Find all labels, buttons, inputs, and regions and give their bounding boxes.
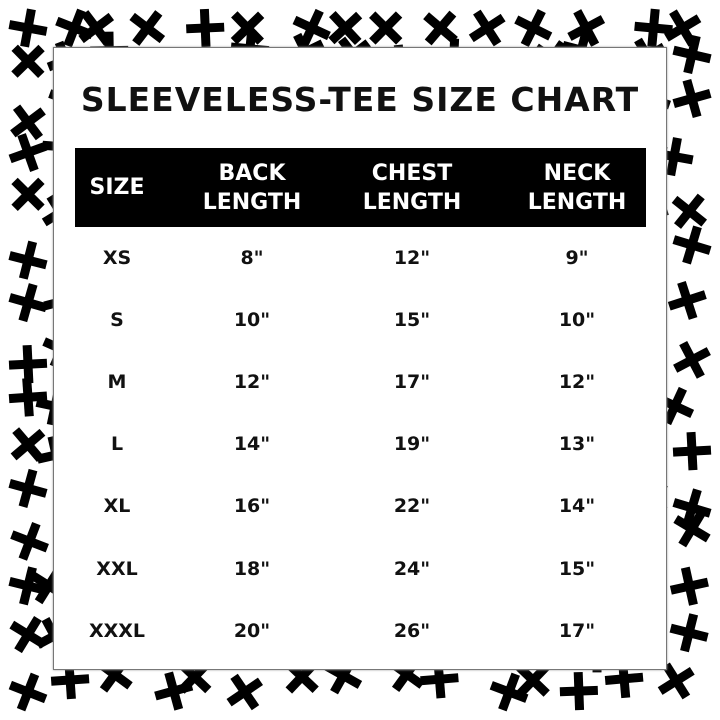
- cell-size: XXL: [96, 557, 138, 580]
- cross-icon: [672, 225, 712, 265]
- cross-icon: [78, 10, 115, 46]
- cell-size: XS: [102, 247, 132, 269]
- cell-size: M: [107, 371, 127, 394]
- cell-back-length: 8": [240, 247, 264, 269]
- cross-icon: [8, 468, 48, 508]
- cross-icon: [669, 566, 709, 606]
- cross-icon: [657, 662, 695, 700]
- header-label: NECK: [543, 160, 611, 186]
- cell-size: XL: [103, 495, 131, 518]
- cell-neck-length: 9": [565, 247, 589, 269]
- header-label: SIZE: [89, 175, 145, 200]
- cross-icon: [10, 104, 46, 141]
- cross-icon: [186, 8, 225, 48]
- header-label: CHEST: [371, 160, 453, 186]
- cross-icon: [292, 8, 331, 48]
- cross-icon: [669, 613, 709, 653]
- cell-neck-length: 17": [558, 619, 596, 642]
- cell-back-length: 20": [233, 619, 271, 642]
- cell-chest-length: 17": [393, 371, 431, 394]
- cross-icon: [8, 378, 48, 417]
- cross-icon: [50, 660, 90, 700]
- cell-size: S: [110, 309, 124, 332]
- cross-icon: [634, 8, 673, 48]
- cross-icon: [10, 427, 46, 462]
- cross-icon: [11, 44, 45, 79]
- cross-icon: [671, 193, 708, 229]
- header-label: LENGTH: [202, 189, 302, 215]
- header-label: LENGTH: [362, 189, 462, 215]
- header-label: LENGTH: [527, 189, 627, 215]
- cell-chest-length: 12": [393, 247, 431, 269]
- cell-size: XXXL: [88, 619, 146, 642]
- chart-title: SLEEVELESS-TEE SIZE CHART: [80, 80, 640, 119]
- cell-back-length: 18": [233, 557, 271, 580]
- header-label: BACK: [218, 160, 286, 186]
- cell-back-length: 16": [233, 495, 271, 518]
- cross-icon: [8, 133, 48, 172]
- cross-icon: [8, 672, 48, 712]
- cross-icon: [559, 671, 599, 711]
- cross-icon: [673, 340, 711, 379]
- header-neck-length: NECK LENGTH: [528, 148, 627, 227]
- cell-chest-length: 22": [393, 495, 431, 518]
- cross-icon: [10, 522, 49, 561]
- header-chest-length: CHEST LENGTH: [363, 148, 462, 227]
- cell-chest-length: 19": [393, 433, 431, 456]
- cross-icon: [489, 672, 529, 712]
- cell-neck-length: 15": [558, 557, 596, 580]
- cross-icon: [423, 10, 458, 46]
- cross-icon: [8, 8, 48, 48]
- cross-icon: [8, 283, 48, 323]
- cell-chest-length: 24": [393, 557, 431, 580]
- cross-icon: [673, 510, 711, 548]
- cross-icon: [8, 240, 48, 280]
- cross-icon: [516, 663, 550, 698]
- table-header: SIZE BACK LENGTH CHEST LENGTH NECK LENGTH: [75, 148, 646, 227]
- header-back-length: BACK LENGTH: [203, 148, 302, 227]
- cross-icon: [369, 11, 403, 45]
- cell-neck-length: 13": [558, 433, 596, 456]
- cross-icon: [328, 11, 363, 45]
- cell-back-length: 14": [233, 433, 271, 456]
- cell-back-length: 12": [233, 371, 271, 394]
- cross-icon: [667, 280, 707, 320]
- cross-icon: [11, 177, 45, 211]
- header-size: SIZE: [89, 148, 144, 227]
- cross-icon: [567, 9, 606, 47]
- cell-back-length: 10": [233, 309, 271, 332]
- cross-icon: [230, 11, 265, 45]
- cell-chest-length: 15": [393, 309, 431, 332]
- cell-neck-length: 12": [558, 371, 596, 394]
- cross-icon: [8, 344, 48, 384]
- cell-chest-length: 26": [393, 619, 431, 642]
- cell-neck-length: 14": [558, 495, 596, 518]
- cross-icon: [664, 9, 702, 47]
- cross-icon: [226, 673, 264, 711]
- cell-neck-length: 10": [558, 309, 596, 332]
- cross-icon: [468, 9, 506, 47]
- cell-size: L: [110, 433, 124, 456]
- cross-icon: [129, 10, 166, 46]
- cross-icon: [514, 8, 553, 48]
- cross-icon: [672, 78, 712, 118]
- cross-icon: [672, 34, 712, 75]
- cross-icon: [672, 431, 712, 471]
- cross-icon: [9, 616, 47, 654]
